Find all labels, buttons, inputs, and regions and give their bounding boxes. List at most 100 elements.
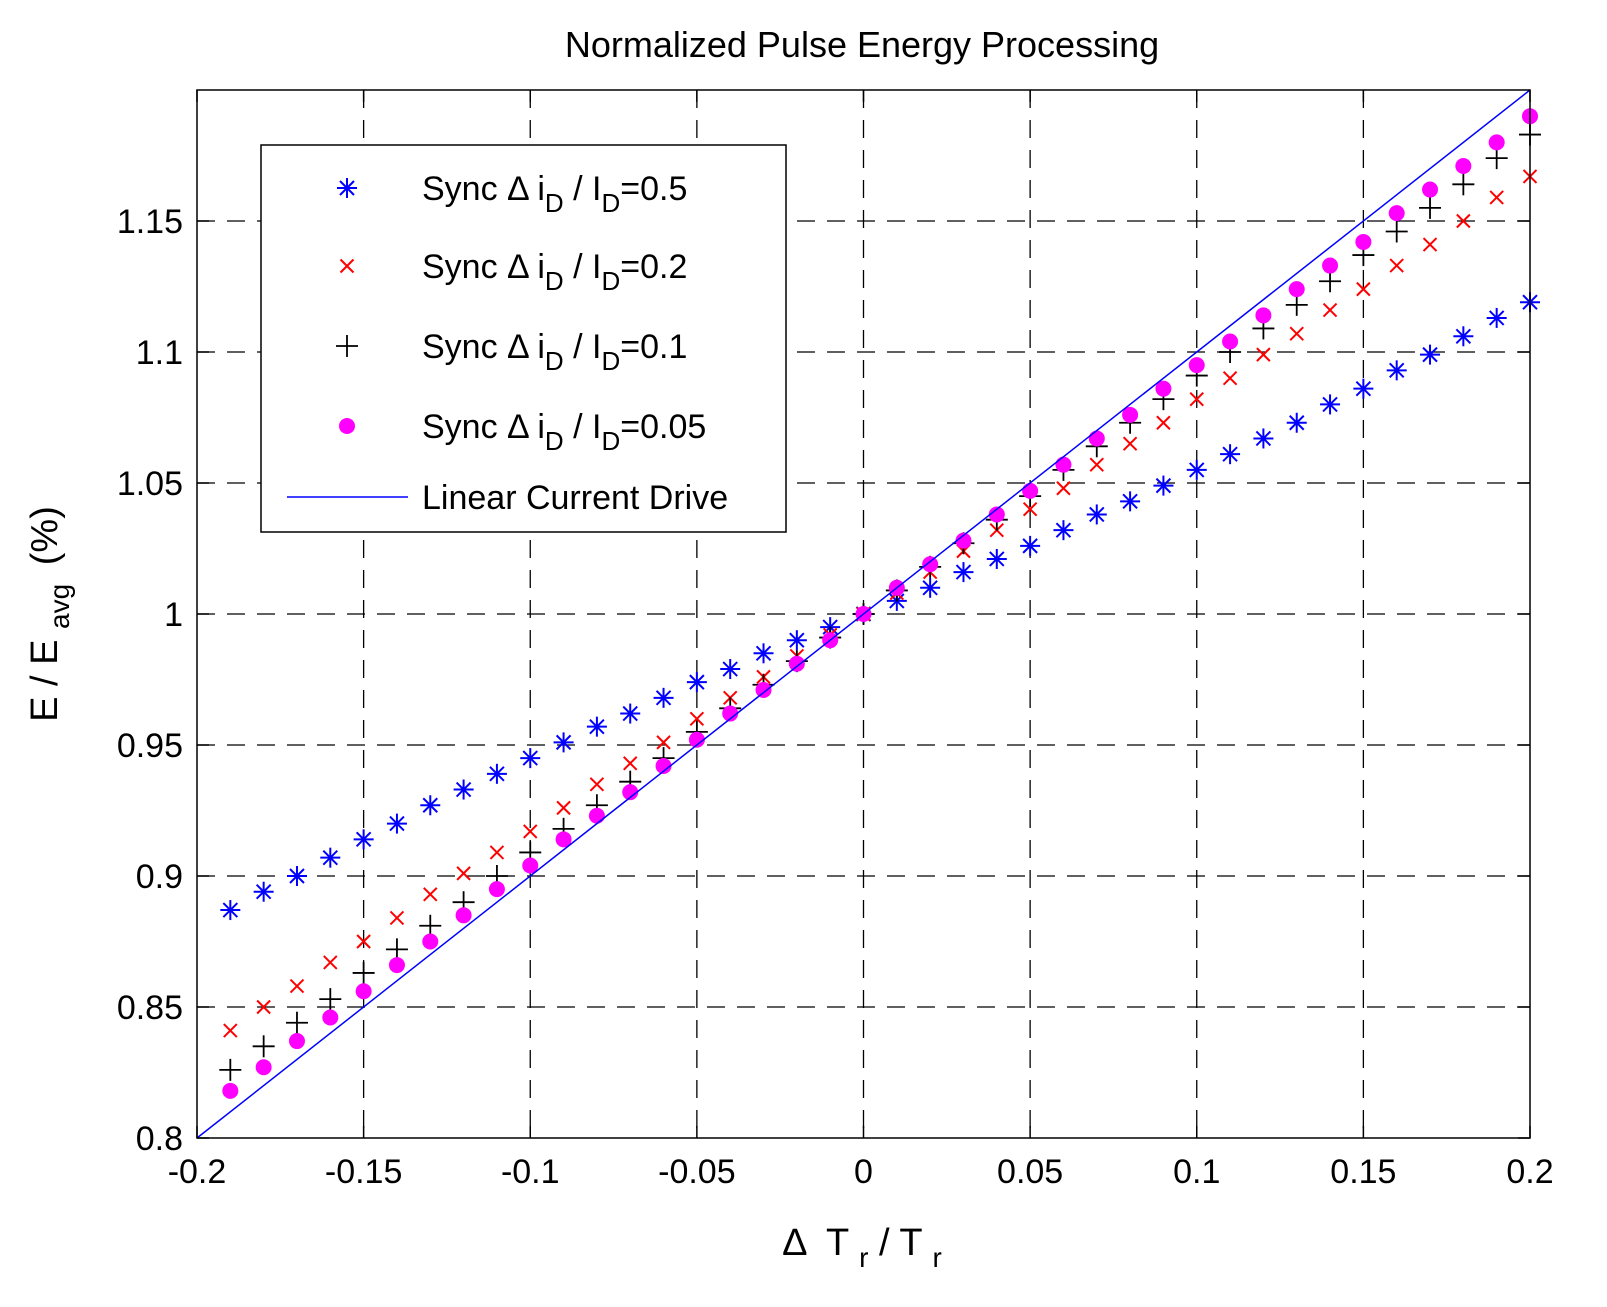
data-point xyxy=(1155,380,1172,397)
data-point xyxy=(353,829,374,850)
data-point xyxy=(1452,173,1475,196)
data-point xyxy=(555,831,572,848)
data-point xyxy=(1355,233,1372,250)
y-axis-label-unit: (%) xyxy=(24,506,66,565)
x-tick-label: 0.1 xyxy=(1173,1153,1220,1191)
data-point xyxy=(1453,326,1474,347)
data-point xyxy=(753,643,774,664)
data-point xyxy=(222,1082,239,1099)
series-1 xyxy=(220,292,1540,921)
legend-label: Sync Δ iD / ID=0.5 xyxy=(422,170,687,218)
data-point xyxy=(922,556,939,573)
y-tick-label: 0.8 xyxy=(136,1120,183,1158)
data-point xyxy=(319,988,342,1011)
x-axis-label-delta: Δ xyxy=(782,1222,807,1264)
data-point xyxy=(256,999,271,1015)
data-point xyxy=(252,1035,275,1058)
data-point xyxy=(220,900,241,921)
data-point xyxy=(352,961,375,984)
data-point xyxy=(586,716,607,737)
data-point xyxy=(1053,520,1074,541)
y-axis-label: E / E avg (%) xyxy=(24,506,78,722)
x-axis-label-slash: / xyxy=(879,1222,899,1264)
data-point xyxy=(1286,412,1307,433)
data-point xyxy=(1385,220,1408,243)
data-point xyxy=(755,681,772,698)
data-point xyxy=(1356,281,1371,297)
data-point xyxy=(1419,196,1442,219)
data-point xyxy=(1289,326,1304,341)
data-point xyxy=(1122,406,1139,423)
data-point xyxy=(219,1058,242,1081)
data-point xyxy=(1222,333,1239,350)
y-tick-label: 0.9 xyxy=(136,858,183,896)
data-point xyxy=(1156,415,1171,430)
data-point xyxy=(486,763,507,784)
data-point xyxy=(1256,347,1271,362)
data-point xyxy=(1322,257,1339,274)
data-point xyxy=(1420,344,1441,365)
data-point xyxy=(1322,302,1338,318)
legend-marker xyxy=(339,418,355,434)
data-point xyxy=(1320,394,1341,415)
y-tick-label: 1 xyxy=(164,596,183,634)
data-point xyxy=(523,824,538,839)
data-point xyxy=(520,748,541,769)
data-point xyxy=(655,757,672,774)
data-point xyxy=(322,1009,339,1026)
data-point xyxy=(522,857,539,874)
data-point xyxy=(1220,444,1241,465)
y-tick-label: 0.95 xyxy=(117,727,183,765)
data-point xyxy=(1488,134,1505,151)
data-point xyxy=(1422,181,1439,198)
data-point xyxy=(1020,535,1041,556)
data-point xyxy=(455,907,472,924)
data-point xyxy=(255,1059,272,1076)
data-point xyxy=(289,978,305,994)
data-point xyxy=(1389,258,1404,273)
x-tick-label: -0.2 xyxy=(168,1153,227,1191)
data-point xyxy=(553,732,574,753)
x-tick-label: -0.1 xyxy=(501,1153,560,1191)
data-point xyxy=(1489,190,1504,205)
data-point xyxy=(323,955,338,970)
data-point xyxy=(1022,482,1039,499)
series-line xyxy=(196,89,1531,1139)
legend-marker xyxy=(339,258,355,274)
data-point xyxy=(686,672,707,693)
data-point xyxy=(420,795,441,816)
data-point xyxy=(389,910,405,926)
data-point xyxy=(622,784,639,801)
data-point xyxy=(1055,456,1072,473)
x-tick-label: 0 xyxy=(854,1153,873,1191)
legend-marker xyxy=(336,335,358,357)
series-layer xyxy=(196,89,1541,1139)
data-point xyxy=(388,957,405,974)
y-axis-label-sub: avg xyxy=(44,584,75,629)
data-point xyxy=(786,630,807,651)
data-point xyxy=(1122,436,1138,451)
data-point xyxy=(1188,357,1205,374)
y-tick-label: 0.85 xyxy=(117,989,183,1027)
data-point xyxy=(955,532,972,549)
y-tick-label: 1.05 xyxy=(117,465,183,503)
data-point xyxy=(1386,360,1407,381)
data-point xyxy=(556,800,571,816)
x-axis-label: Δ T r / T r xyxy=(782,1222,942,1276)
y-tick-label: 1.1 xyxy=(136,334,183,372)
data-point xyxy=(1088,430,1105,447)
data-point xyxy=(623,756,638,771)
data-point xyxy=(1353,378,1374,399)
data-point xyxy=(453,779,474,800)
data-point xyxy=(1255,307,1272,324)
data-point xyxy=(355,983,372,1000)
data-point xyxy=(1153,475,1174,496)
data-point xyxy=(653,687,674,708)
data-point xyxy=(385,938,408,961)
data-point xyxy=(1388,205,1405,222)
legend-box xyxy=(260,144,787,533)
y-tick-label: 1.15 xyxy=(117,203,183,241)
x-axis-label-t2: T xyxy=(899,1222,922,1264)
legend: Sync Δ iD / ID=0.5 Sync Δ iD / ID=0.2 Sync… xyxy=(260,144,787,533)
